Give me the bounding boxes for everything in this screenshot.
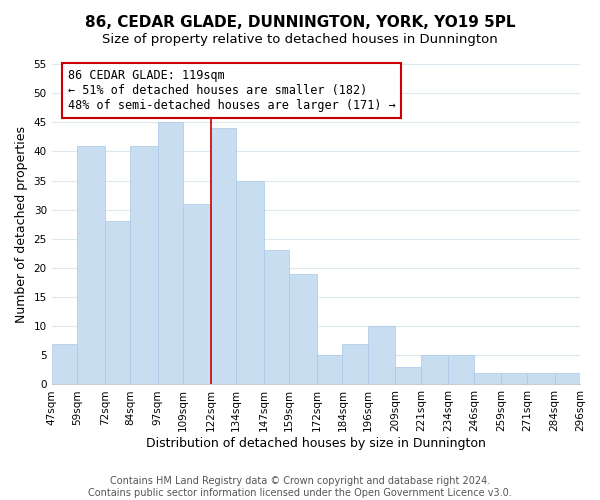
Text: 86 CEDAR GLADE: 119sqm
← 51% of detached houses are smaller (182)
48% of semi-de: 86 CEDAR GLADE: 119sqm ← 51% of detached… [68, 69, 395, 112]
Text: 86, CEDAR GLADE, DUNNINGTON, YORK, YO19 5PL: 86, CEDAR GLADE, DUNNINGTON, YORK, YO19 … [85, 15, 515, 30]
Bar [211, 128, 236, 384]
Bar [105, 222, 130, 384]
Bar [368, 326, 395, 384]
Bar [448, 356, 474, 384]
Bar [317, 356, 343, 384]
Bar [502, 373, 527, 384]
Bar [474, 373, 502, 384]
Bar [527, 373, 554, 384]
Bar [395, 367, 421, 384]
Bar [421, 356, 448, 384]
Bar [158, 122, 183, 384]
Text: Contains HM Land Registry data © Crown copyright and database right 2024.
Contai: Contains HM Land Registry data © Crown c… [88, 476, 512, 498]
Bar [554, 373, 580, 384]
Bar [343, 344, 368, 384]
Text: Size of property relative to detached houses in Dunnington: Size of property relative to detached ho… [102, 32, 498, 46]
Y-axis label: Number of detached properties: Number of detached properties [15, 126, 28, 322]
Bar [130, 146, 158, 384]
Bar [264, 250, 289, 384]
Bar [77, 146, 105, 384]
Bar [289, 274, 317, 384]
Bar [52, 344, 77, 384]
Bar [183, 204, 211, 384]
Bar [236, 180, 264, 384]
X-axis label: Distribution of detached houses by size in Dunnington: Distribution of detached houses by size … [146, 437, 486, 450]
